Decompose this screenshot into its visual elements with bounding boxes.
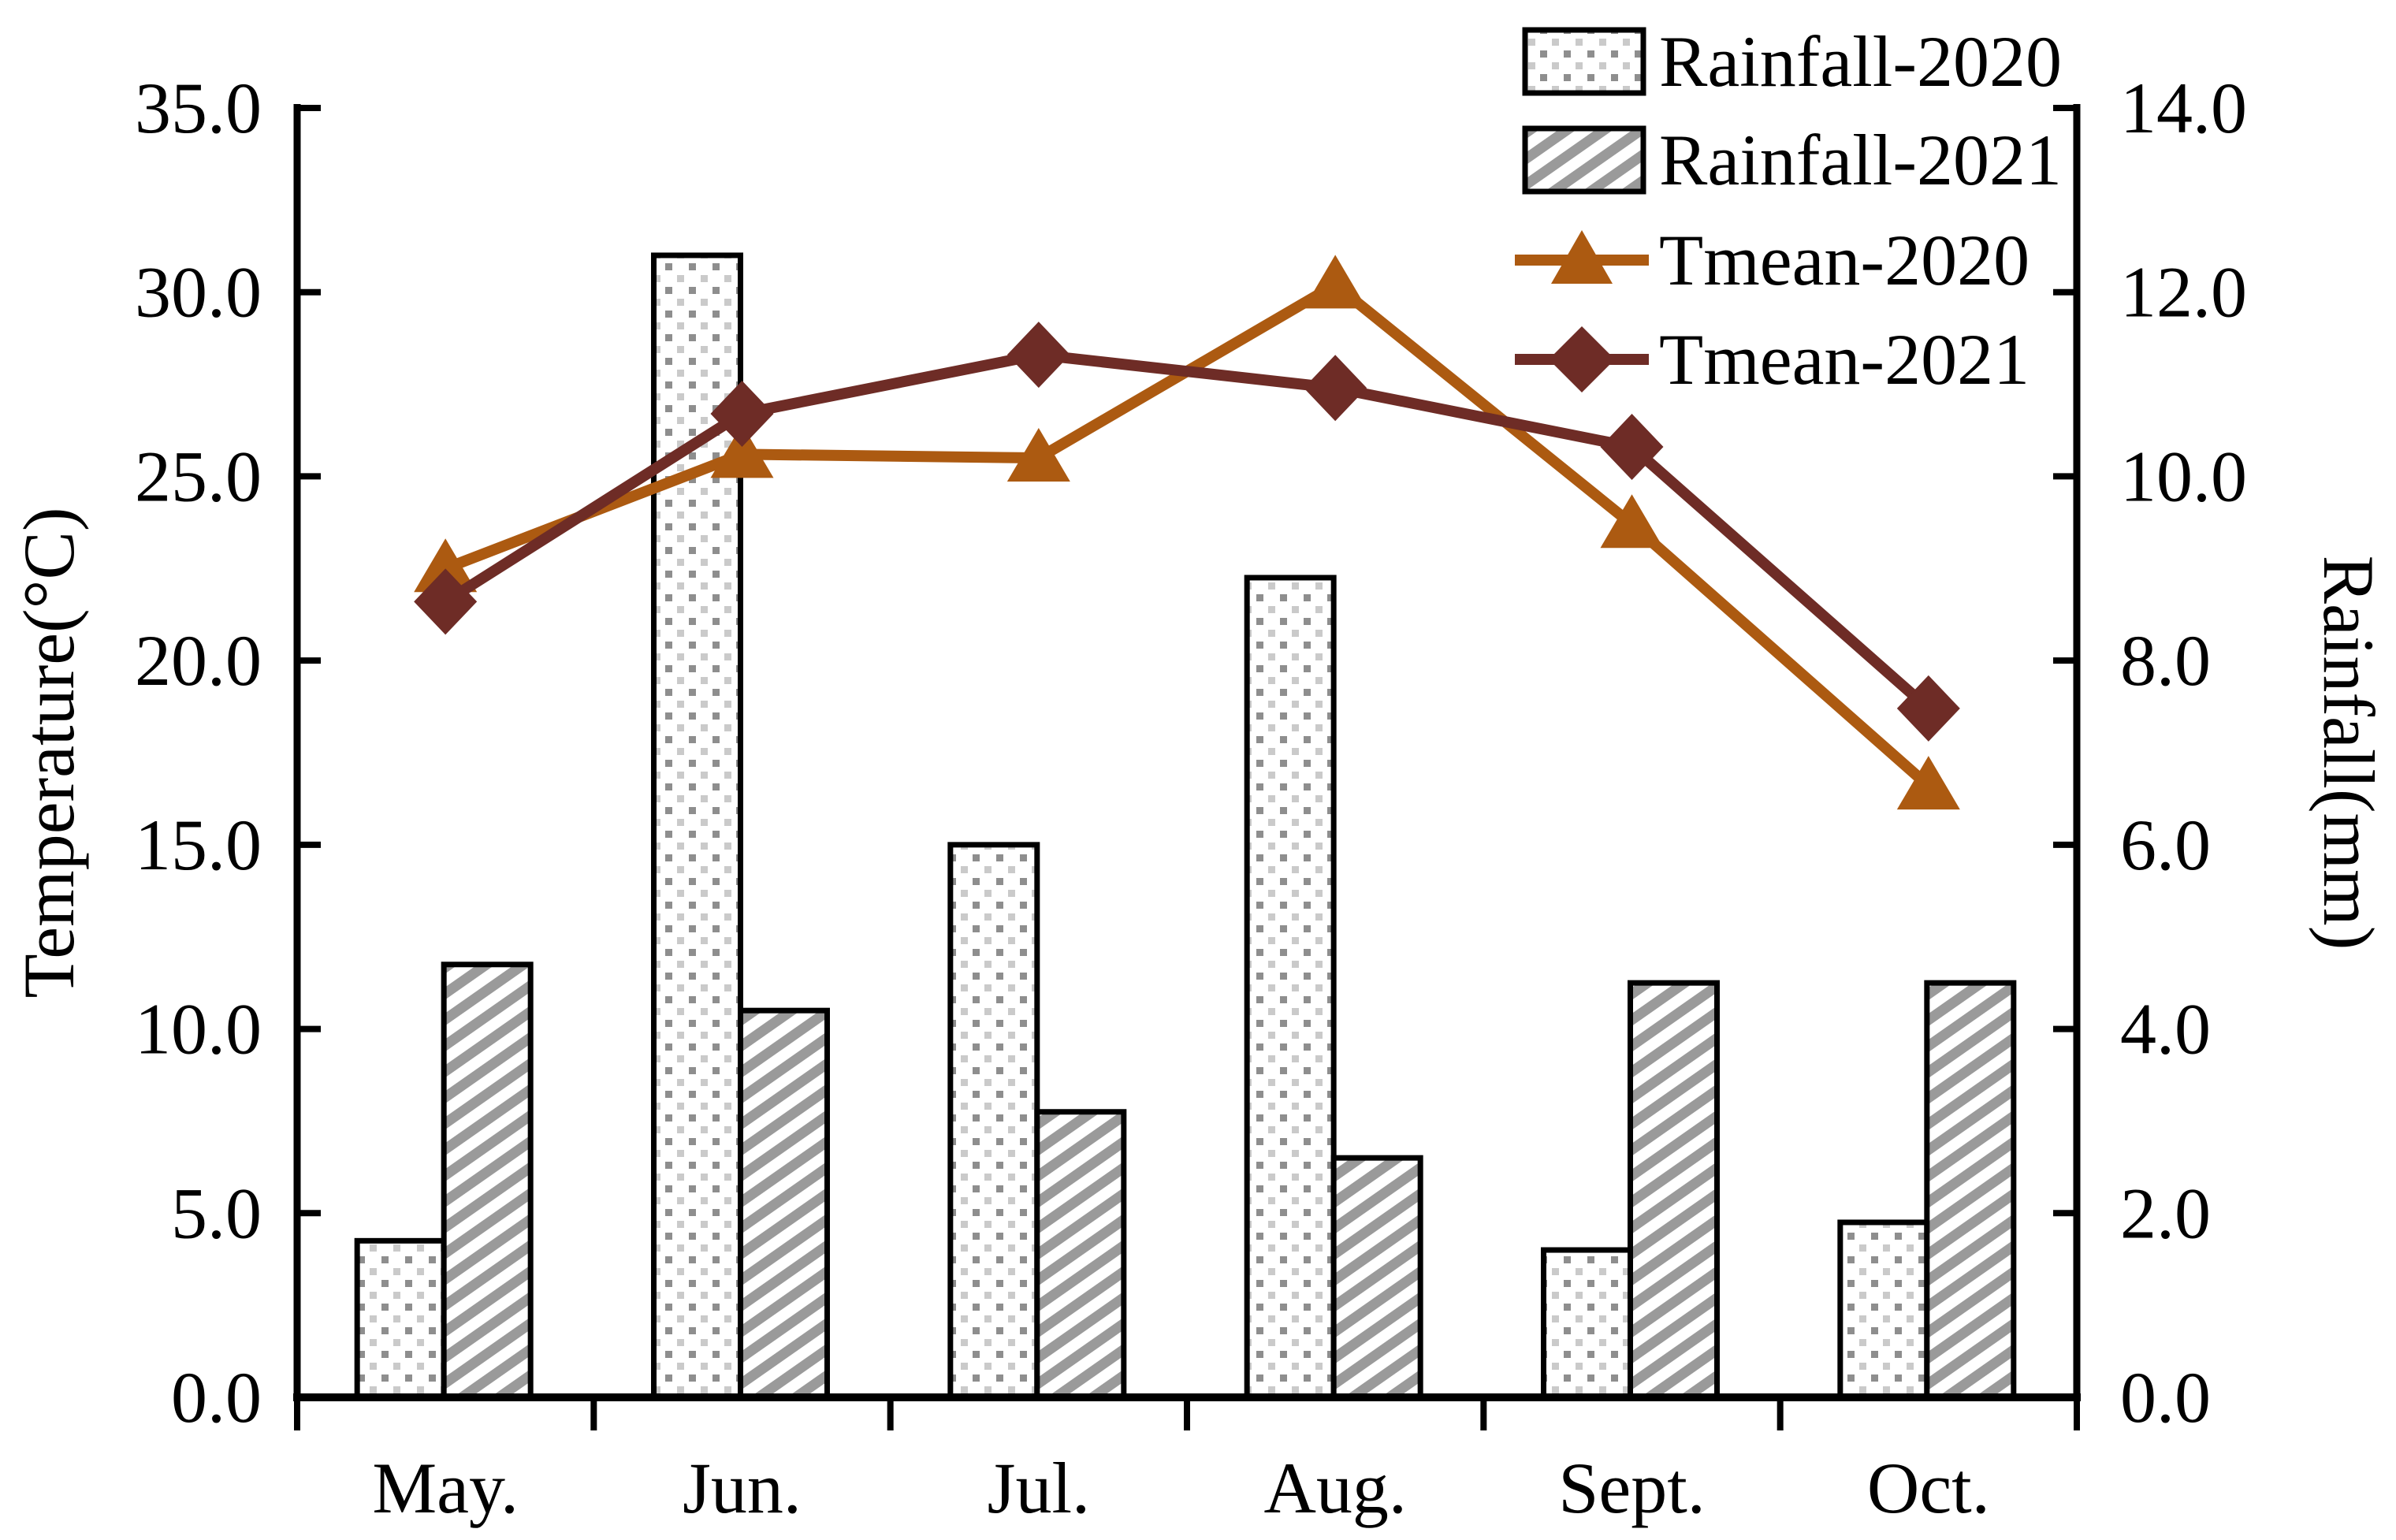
left-tick-label-25.0: 25.0 [135, 436, 262, 516]
right-axis-title: Rainfall(mm) [2309, 556, 2389, 950]
legend-swatch-rainfall-2020 [1522, 27, 1646, 96]
marker-diamond-tmean-2021-oct [1896, 675, 1960, 742]
bar-rainfall-2021-aug [1330, 1155, 1423, 1401]
right-tick-label-14.0: 14.0 [2120, 68, 2247, 148]
marker-diamond-tmean-2021-sept [1600, 414, 1664, 481]
bar-rainfall-2020-jul [947, 842, 1040, 1401]
right-tick-label-12.0: 12.0 [2120, 252, 2247, 333]
bar-rainfall-2021-sept [1628, 980, 1720, 1401]
lines-group [414, 255, 1960, 810]
left-tick-label-0.0: 0.0 [171, 1357, 262, 1438]
bar-rainfall-2021-oct [1924, 980, 2017, 1401]
marker-triangle-tmean-2020-oct [1896, 756, 1960, 810]
right-tick-label-6.0: 6.0 [2120, 805, 2211, 885]
right-tick-label-0.0: 0.0 [2120, 1357, 2211, 1438]
bar-rainfall-2021-may [441, 962, 534, 1401]
legend-diamond-icon [1549, 326, 1615, 392]
marker-triangle-tmean-2020-aug [1304, 255, 1367, 309]
right-tick-label-4.0: 4.0 [2120, 989, 2211, 1069]
bar-rainfall-2021-jun [738, 1007, 830, 1401]
bar-rainfall-2020-may [354, 1237, 447, 1401]
category-label-may: May. [372, 1448, 519, 1528]
left-axis-title: Temperature(°C) [9, 508, 89, 999]
legend: Rainfall-2020 Rainfall-2021 Tmean-2020 T… [1515, 21, 2062, 400]
category-label-jun: Jun. [683, 1448, 802, 1528]
left-tick-label-35.0: 35.0 [135, 68, 262, 148]
legend-swatch-rainfall-2021 [1522, 125, 1646, 195]
marker-diamond-tmean-2021-may [414, 568, 478, 635]
marker-diamond-tmean-2021-aug [1304, 355, 1367, 422]
left-tick-label-15.0: 15.0 [135, 805, 262, 885]
category-label-sept: Sept. [1558, 1448, 1706, 1528]
axis-tick-labels-group: 0.0 5.0 10.0 15.0 20.0 25.0 30.0 35.0 0.0 2.0 4.0 6… [135, 68, 2247, 1528]
bar-rainfall-2020-oct [1837, 1219, 1930, 1401]
right-tick-label-2.0: 2.0 [2120, 1173, 2211, 1253]
right-tick-label-8.0: 8.0 [2120, 620, 2211, 701]
category-label-oct: Oct. [1867, 1448, 1990, 1528]
left-tick-label-5.0: 5.0 [171, 1173, 262, 1253]
marker-triangle-tmean-2020-jun [710, 424, 774, 478]
bar-rainfall-2020-aug [1244, 575, 1337, 1401]
legend-label-tmean-2021: Tmean-2021 [1659, 319, 2030, 400]
marker-diamond-tmean-2021-jun [710, 380, 774, 447]
marker-triangle-tmean-2020-may [414, 538, 478, 593]
bar-rainfall-2021-jul [1034, 1109, 1127, 1401]
marker-triangle-tmean-2020-jul [1006, 428, 1070, 482]
legend-label-rainfall-2020: Rainfall-2020 [1659, 21, 2062, 102]
bar-rainfall-2020-sept [1541, 1247, 1633, 1401]
marker-diamond-tmean-2021-jul [1006, 322, 1070, 389]
category-label-aug: Aug. [1263, 1448, 1406, 1528]
line-tmean-2021 [442, 349, 1933, 713]
legend-triangle-icon [1551, 230, 1613, 284]
right-tick-label-10.0: 10.0 [2120, 436, 2247, 516]
marker-triangle-tmean-2020-sept [1600, 494, 1664, 549]
bars-group [354, 252, 2017, 1401]
left-tick-label-30.0: 30.0 [135, 252, 262, 333]
left-tick-label-20.0: 20.0 [135, 620, 262, 701]
category-label-jul: Jul. [988, 1448, 1090, 1528]
axes-group [293, 104, 2081, 1430]
legend-label-tmean-2020: Tmean-2020 [1659, 220, 2030, 300]
legend-label-rainfall-2021: Rainfall-2021 [1659, 120, 2062, 200]
left-tick-label-10.0: 10.0 [135, 989, 262, 1069]
